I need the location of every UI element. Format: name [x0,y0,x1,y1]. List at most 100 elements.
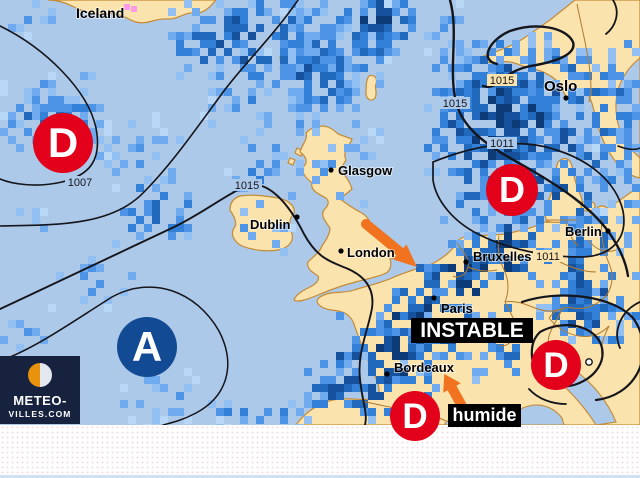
precip-cell [296,112,304,120]
precip-cell [584,216,592,224]
precip-cell [408,8,416,16]
precip-cell [40,208,48,216]
coastline [293,125,398,302]
precip-cell [240,208,248,216]
precip-cell [288,96,296,104]
precip-cell [376,376,384,384]
precip-cell [440,216,448,224]
precip-cell [496,56,504,64]
precip-cell [616,168,624,176]
precip-cell [568,72,576,80]
precip-cell [200,112,208,120]
precip-cell [472,256,480,264]
precip-cell [240,56,248,64]
isobar-value-label: 1011 [536,251,560,263]
precip-cell [440,16,448,24]
precip-cell [176,40,184,48]
precip-cell [336,88,344,96]
precip-cell [296,24,304,32]
precip-cell [184,232,192,240]
precip-cell [480,128,488,136]
precip-cell [544,120,552,128]
city-dot [328,167,334,173]
precip-cell [144,200,152,208]
precip-cell [384,376,392,384]
precip-cell [504,128,512,136]
precip-cell [488,48,496,56]
precip-cell [360,48,368,56]
precip-cell [456,200,464,208]
precip-cell [432,136,440,144]
precip-cell [576,288,584,296]
precip-cell [368,360,376,368]
precip-cell [224,32,232,40]
precip-cell [560,288,568,296]
precip-cell [456,128,464,136]
precip-cell [504,96,512,104]
precip-cell [328,72,336,80]
precip-cell [504,48,512,56]
precip-cell [312,32,320,40]
precip-cell [16,208,24,216]
precip-cell [344,144,352,152]
precip-cell [568,240,576,248]
precip-cell [408,352,416,360]
precip-cell [456,16,464,24]
precip-cell [152,200,160,208]
city-dot [338,248,344,254]
precip-cell [256,24,264,32]
precip-cell [240,40,248,48]
precip-cell [528,136,536,144]
precip-cell [520,216,528,224]
isobar-value-label: 1007 [68,177,92,189]
precip-cell [8,136,16,144]
precip-cell [496,64,504,72]
precip-cell [336,72,344,80]
precip-cell [480,104,488,112]
precip-cell [48,16,56,24]
meteo-villes-logo[interactable]: METEO- VILLES.COM [0,356,80,424]
precip-cell [232,40,240,48]
precip-cell [576,88,584,96]
precip-cell [296,104,304,112]
precip-cell [360,16,368,24]
precip-cell [336,16,344,24]
isobar-value-label: 1015 [490,75,514,87]
precip-cell [472,232,480,240]
precip-cell [552,88,560,96]
precip-cell [584,288,592,296]
precip-cell [352,368,360,376]
precip-cell [528,112,536,120]
isobar-line [0,0,299,227]
precip-cell [608,200,616,208]
precip-cell [216,408,224,416]
precip-cell [176,224,184,232]
precip-cell [576,96,584,104]
precip-cell [96,136,104,144]
precip-cell [240,416,248,424]
precip-cell [304,416,312,424]
precip-cell [248,64,256,72]
precip-cell [384,384,392,392]
precip-cell [344,384,352,392]
precip-cell [432,384,440,392]
precip-cell [624,96,632,104]
precip-cell [288,56,296,64]
precip-cell [24,112,32,120]
precip-cell [488,256,496,264]
precip-cell [432,272,440,280]
precip-cell [600,144,608,152]
precip-cell [328,144,336,152]
precip-cell [608,48,616,56]
precip-cell [312,400,320,408]
precip-cell [264,48,272,56]
precip-cell [200,32,208,40]
city-label: London [347,245,395,260]
precip-cell [256,72,264,80]
precip-cell [88,128,96,136]
precip-cell [520,152,528,160]
precip-cell [208,400,216,408]
precip-cell [184,64,192,72]
precip-cell [512,240,520,248]
precip-cell [608,176,616,184]
